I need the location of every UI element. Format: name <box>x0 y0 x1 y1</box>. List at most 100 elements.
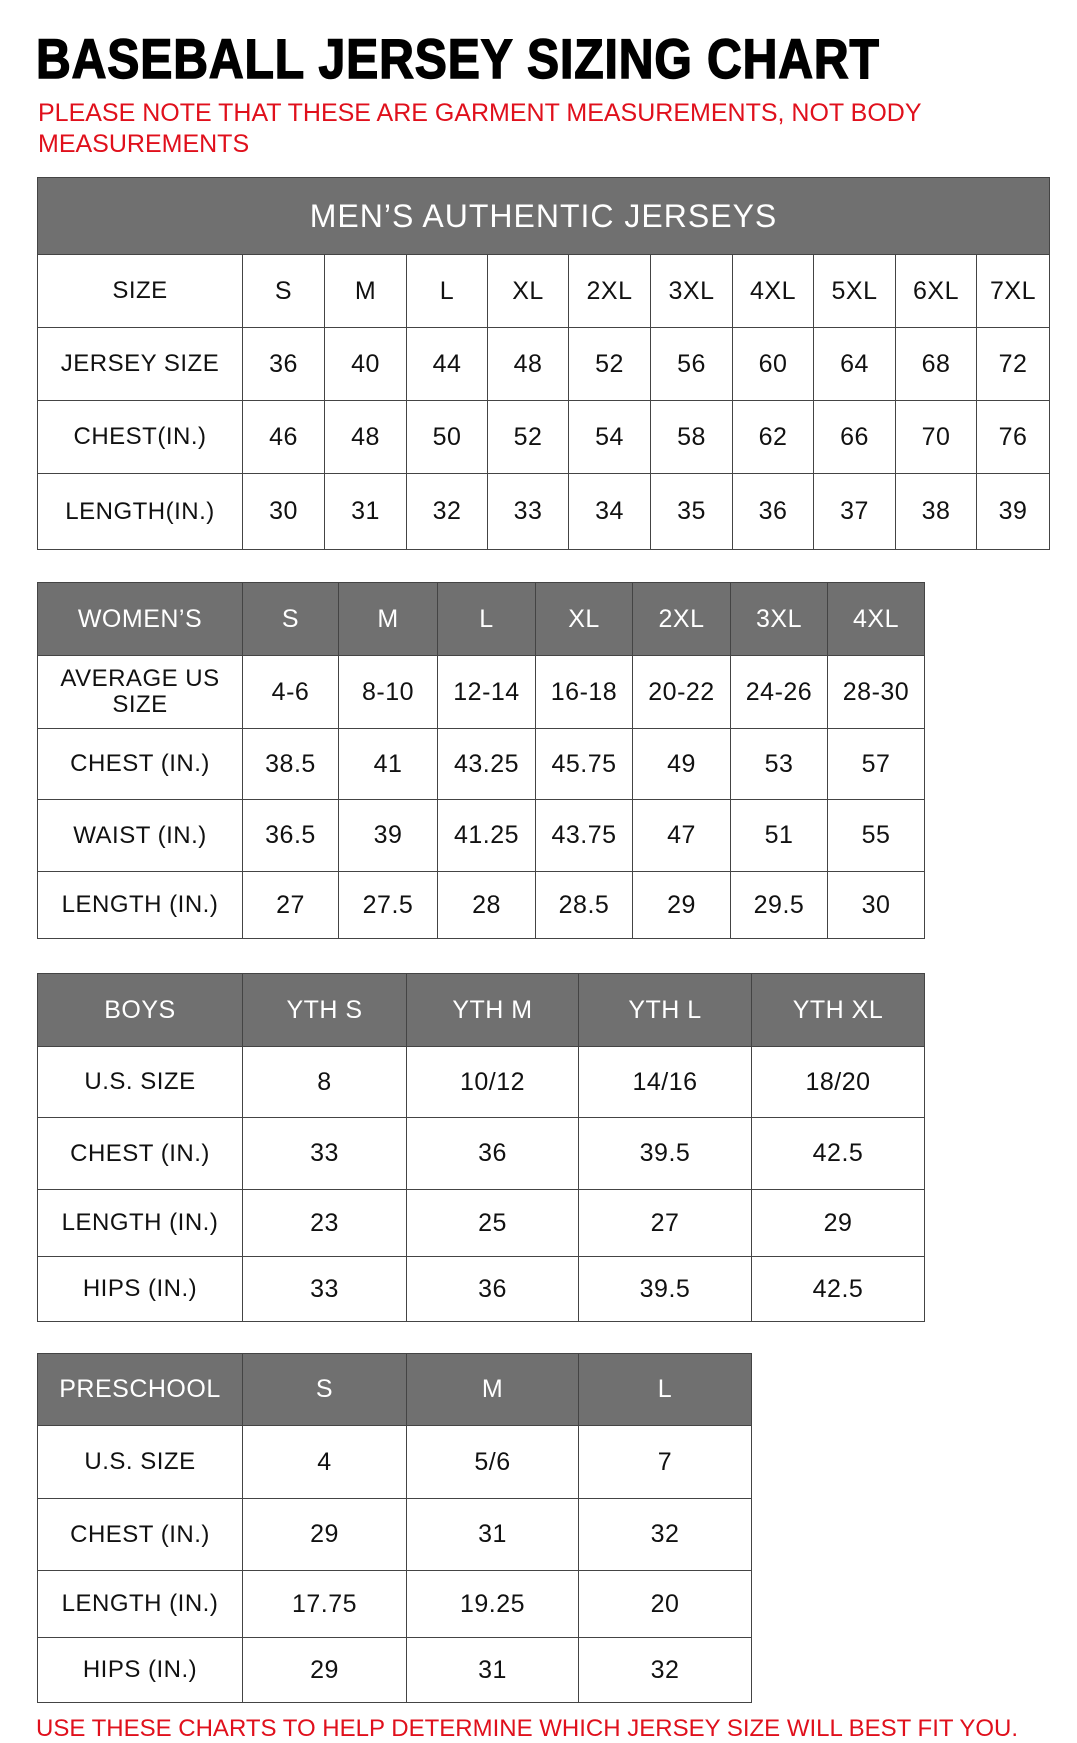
measurement-cell: 30 <box>242 473 325 550</box>
size-column-header: YTH S <box>242 973 407 1047</box>
page-title: BASEBALL JERSEY SIZING CHART <box>35 26 880 91</box>
measurement-cell: 12-14 <box>437 655 536 729</box>
size-column-header: 7XL <box>976 254 1050 328</box>
size-column-header: 2XL <box>568 254 651 328</box>
measurement-cell: 38 <box>895 473 977 550</box>
table-row: HIPS (IN.) 29 31 32 <box>37 1637 752 1703</box>
measurement-cell: 39.5 <box>578 1117 752 1190</box>
measurement-cell: 32 <box>406 473 488 550</box>
measurement-cell: 33 <box>487 473 569 550</box>
measurement-cell: 33 <box>242 1117 407 1190</box>
measurement-cell: 39.5 <box>578 1256 752 1322</box>
preschool-size-table: PRESCHOOL S M L U.S. SIZE 4 5/6 7 CHEST (IN.) 29 3… <box>37 1353 752 1703</box>
size-column-header: 2XL <box>632 582 731 656</box>
garment-note: PLEASE NOTE THAT THESE ARE GARMENT MEASU… <box>38 99 922 158</box>
measurement-cell: 10/12 <box>406 1046 579 1118</box>
header-label: BOYS <box>37 973 243 1047</box>
measurement-cell: 29.5 <box>730 871 828 939</box>
measurement-cell: 41.25 <box>437 799 536 872</box>
measurement-cell: 52 <box>568 327 651 401</box>
table-row: LENGTH (IN.) 17.75 19.25 20 <box>37 1570 752 1638</box>
measurement-cell: 32 <box>578 1637 752 1703</box>
size-column-header: 4XL <box>732 254 814 328</box>
header-label: PRESCHOOL <box>37 1353 243 1426</box>
measurement-cell: 43.75 <box>535 799 633 872</box>
table-row: LENGTH (IN.) 27 27.5 28 28.5 29 29.5 30 <box>37 871 925 939</box>
measurement-cell: 17.75 <box>242 1570 407 1638</box>
measurement-cell: 25 <box>406 1189 579 1257</box>
measurement-cell: 48 <box>487 327 569 401</box>
measurement-cell: 41 <box>338 728 438 800</box>
size-column-header: YTH M <box>406 973 579 1047</box>
size-column-header: S <box>242 1353 407 1426</box>
measurement-cell: 51 <box>730 799 828 872</box>
row-label: U.S. SIZE <box>37 1425 243 1499</box>
row-label: JERSEY SIZE <box>37 327 243 401</box>
measurement-cell: 62 <box>732 400 814 474</box>
measurement-cell: 20 <box>578 1570 752 1638</box>
measurement-cell: 57 <box>827 728 925 800</box>
measurement-cell: 56 <box>650 327 733 401</box>
size-column-header: 3XL <box>730 582 828 656</box>
measurement-cell: 31 <box>324 473 407 550</box>
measurement-cell: 66 <box>813 400 896 474</box>
row-label: CHEST (IN.) <box>37 1498 243 1571</box>
size-column-header: L <box>578 1353 752 1426</box>
row-label: CHEST (IN.) <box>37 1117 243 1190</box>
header-row: PRESCHOOL S M L <box>37 1353 752 1426</box>
measurement-cell: 8 <box>242 1046 407 1118</box>
size-column-header: 4XL <box>827 582 925 656</box>
measurement-cell: 43.25 <box>437 728 536 800</box>
measurement-cell: 4-6 <box>242 655 339 729</box>
size-column-header: YTH XL <box>751 973 925 1047</box>
footer-note: USE THESE CHARTS TO HELP DETERMINE WHICH… <box>36 1715 1019 1742</box>
row-label: HIPS (IN.) <box>37 1256 243 1322</box>
measurement-cell: 29 <box>242 1498 407 1571</box>
measurement-cell: 29 <box>751 1189 925 1257</box>
measurement-cell: 70 <box>895 400 977 474</box>
measurement-cell: 36.5 <box>242 799 339 872</box>
header-label: WOMEN’S <box>37 582 243 656</box>
measurement-cell: 20-22 <box>632 655 731 729</box>
table-row: U.S. SIZE 8 10/12 14/16 18/20 <box>37 1046 925 1118</box>
row-label: CHEST (IN.) <box>37 728 243 800</box>
table-row: LENGTH (IN.) 23 25 27 29 <box>37 1189 925 1257</box>
table-row: LENGTH(IN.) 30 31 32 33 34 35 36 37 38 39 <box>37 473 1050 550</box>
measurement-cell: 60 <box>732 327 814 401</box>
table-row: WAIST (IN.) 36.5 39 41.25 43.75 47 51 55 <box>37 799 925 872</box>
measurement-cell: 53 <box>730 728 828 800</box>
measurement-cell: 39 <box>338 799 438 872</box>
measurement-cell: 23 <box>242 1189 407 1257</box>
measurement-cell: 50 <box>406 400 488 474</box>
measurement-cell: 32 <box>578 1498 752 1571</box>
measurement-cell: 34 <box>568 473 651 550</box>
measurement-cell: 54 <box>568 400 651 474</box>
measurement-cell: 29 <box>242 1637 407 1703</box>
measurement-cell: 18/20 <box>751 1046 925 1118</box>
measurement-cell: 8-10 <box>338 655 438 729</box>
measurement-cell: 44 <box>406 327 488 401</box>
measurement-cell: 16-18 <box>535 655 633 729</box>
size-column-header: 3XL <box>650 254 733 328</box>
row-label: LENGTH (IN.) <box>37 1570 243 1638</box>
measurement-cell: 33 <box>242 1256 407 1322</box>
table-caption: MEN’S AUTHENTIC JERSEYS <box>37 177 1050 255</box>
header-row: BOYS YTH S YTH M YTH L YTH XL <box>37 973 925 1047</box>
measurement-cell: 28.5 <box>535 871 633 939</box>
row-label: HIPS (IN.) <box>37 1637 243 1703</box>
measurement-cell: 37 <box>813 473 896 550</box>
measurement-cell: 38.5 <box>242 728 339 800</box>
table-row: AVERAGE US SIZE 4-6 8-10 12-14 16-18 20-22 24-… <box>37 655 925 729</box>
measurement-cell: 55 <box>827 799 925 872</box>
row-label: LENGTH(IN.) <box>37 473 243 550</box>
measurement-cell: 27 <box>242 871 339 939</box>
row-label: LENGTH (IN.) <box>37 871 243 939</box>
measurement-cell: 42.5 <box>751 1256 925 1322</box>
measurement-cell: 28-30 <box>827 655 925 729</box>
measurement-cell: 76 <box>976 400 1050 474</box>
measurement-cell: 49 <box>632 728 731 800</box>
size-column-header: YTH L <box>578 973 752 1047</box>
measurement-cell: 40 <box>324 327 407 401</box>
row-label: U.S. SIZE <box>37 1046 243 1118</box>
header-row: SIZE S M L XL 2XL 3XL 4XL 5XL 6XL 7XL <box>37 254 1050 328</box>
